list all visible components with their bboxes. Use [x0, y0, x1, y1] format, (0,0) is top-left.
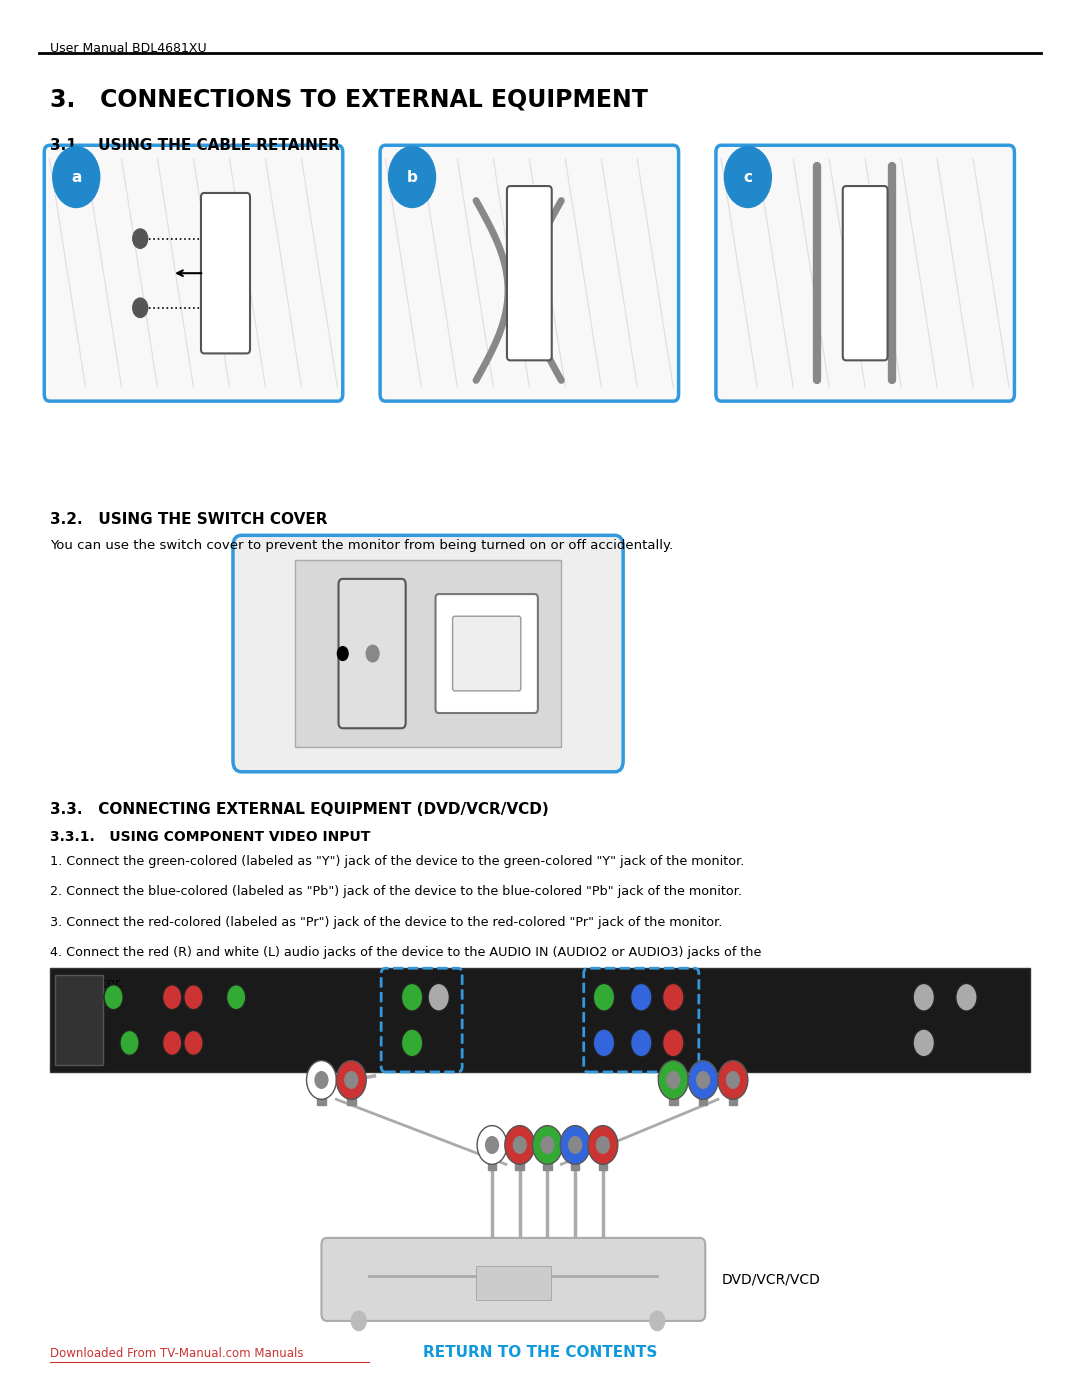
Circle shape [337, 647, 348, 661]
Text: 3.1.   USING THE CABLE RETAINER: 3.1. USING THE CABLE RETAINER [50, 138, 339, 154]
Text: 3.   CONNECTIONS TO EXTERNAL EQUIPMENT: 3. CONNECTIONS TO EXTERNAL EQUIPMENT [50, 87, 648, 112]
Circle shape [336, 1060, 366, 1099]
Circle shape [504, 1126, 535, 1164]
Text: monitor.: monitor. [50, 977, 123, 989]
Circle shape [688, 1060, 718, 1099]
Text: 3.3.   CONNECTING EXTERNAL EQUIPMENT (DVD/VCR/VCD): 3.3. CONNECTING EXTERNAL EQUIPMENT (DVD/… [50, 802, 549, 817]
Circle shape [569, 1137, 581, 1154]
Circle shape [631, 1030, 652, 1056]
FancyBboxPatch shape [435, 594, 538, 712]
Circle shape [120, 1031, 139, 1055]
Text: 2. Connect the blue-colored (labeled as "Pb") jack of the device to the blue-col: 2. Connect the blue-colored (labeled as … [50, 886, 742, 898]
Text: 3.3.1.   USING COMPONENT VIDEO INPUT: 3.3.1. USING COMPONENT VIDEO INPUT [50, 830, 370, 844]
Bar [571, 1146, 580, 1169]
Circle shape [588, 1126, 618, 1164]
Circle shape [596, 1137, 609, 1154]
Circle shape [133, 229, 148, 249]
Circle shape [532, 1126, 563, 1164]
Circle shape [541, 1137, 554, 1154]
FancyBboxPatch shape [338, 578, 406, 728]
Bar [699, 1080, 707, 1105]
Circle shape [315, 1071, 328, 1088]
Text: DVD/VCR/VCD: DVD/VCR/VCD [721, 1273, 820, 1287]
Circle shape [650, 1312, 664, 1330]
Circle shape [727, 1071, 740, 1088]
FancyBboxPatch shape [380, 145, 678, 401]
Bar [669, 1080, 677, 1105]
FancyBboxPatch shape [233, 535, 623, 771]
Text: 4. Connect the red (R) and white (L) audio jacks of the device to the AUDIO IN (: 4. Connect the red (R) and white (L) aud… [50, 946, 761, 960]
Bar [515, 1146, 524, 1169]
Circle shape [163, 1031, 181, 1055]
Circle shape [666, 1071, 679, 1088]
Bar [543, 1146, 552, 1169]
Circle shape [593, 983, 615, 1011]
Text: 1. Connect the green-colored (labeled as "Y") jack of the device to the green-co: 1. Connect the green-colored (labeled as… [50, 855, 744, 868]
Circle shape [513, 1137, 526, 1154]
Circle shape [389, 147, 435, 208]
Text: a: a [71, 169, 81, 184]
Bar [55, 975, 103, 1065]
FancyBboxPatch shape [453, 616, 521, 692]
Circle shape [593, 1030, 615, 1056]
FancyBboxPatch shape [842, 186, 888, 360]
Bar [476, 1266, 551, 1301]
Circle shape [956, 983, 977, 1011]
Circle shape [561, 1126, 590, 1164]
Circle shape [104, 985, 123, 1010]
Circle shape [718, 1060, 747, 1099]
Circle shape [428, 983, 449, 1011]
Circle shape [913, 983, 934, 1011]
Circle shape [351, 1312, 366, 1330]
FancyBboxPatch shape [716, 145, 1014, 401]
Text: RETURN TO THE CONTENTS: RETURN TO THE CONTENTS [422, 1345, 658, 1359]
Text: b: b [407, 169, 418, 184]
Bar [488, 1146, 497, 1169]
Circle shape [184, 1031, 203, 1055]
Circle shape [184, 985, 203, 1010]
Circle shape [163, 985, 181, 1010]
Circle shape [402, 983, 422, 1011]
Circle shape [307, 1060, 336, 1099]
Circle shape [913, 1030, 934, 1056]
Text: 3. Connect the red-colored (labeled as "Pr") jack of the device to the red-color: 3. Connect the red-colored (labeled as "… [50, 915, 721, 929]
Circle shape [345, 1071, 357, 1088]
Circle shape [725, 147, 771, 208]
Circle shape [477, 1126, 507, 1164]
Text: You can use the switch cover to prevent the monitor from being turned on or off : You can use the switch cover to prevent … [50, 539, 673, 552]
FancyBboxPatch shape [507, 186, 552, 360]
Circle shape [697, 1071, 710, 1088]
Circle shape [663, 1030, 684, 1056]
Bar [347, 1080, 355, 1105]
Circle shape [486, 1137, 499, 1154]
Circle shape [366, 645, 379, 662]
Bar [318, 1080, 326, 1105]
Bar [50, 968, 1030, 1071]
FancyBboxPatch shape [201, 193, 249, 353]
FancyBboxPatch shape [322, 1238, 705, 1322]
FancyBboxPatch shape [44, 145, 342, 401]
Circle shape [663, 983, 684, 1011]
Text: c: c [743, 169, 753, 184]
Circle shape [227, 985, 246, 1010]
Bar [598, 1146, 607, 1169]
Text: User Manual BDL4681XU: User Manual BDL4681XU [50, 42, 206, 54]
Circle shape [659, 1060, 688, 1099]
Circle shape [402, 1030, 422, 1056]
Bar [729, 1080, 738, 1105]
Circle shape [133, 298, 148, 317]
Text: Downloaded From TV-Manual.com Manuals: Downloaded From TV-Manual.com Manuals [50, 1347, 303, 1359]
FancyBboxPatch shape [295, 560, 562, 747]
Text: 3.2.   USING THE SWITCH COVER: 3.2. USING THE SWITCH COVER [50, 511, 327, 527]
Circle shape [631, 983, 652, 1011]
Circle shape [53, 147, 99, 208]
